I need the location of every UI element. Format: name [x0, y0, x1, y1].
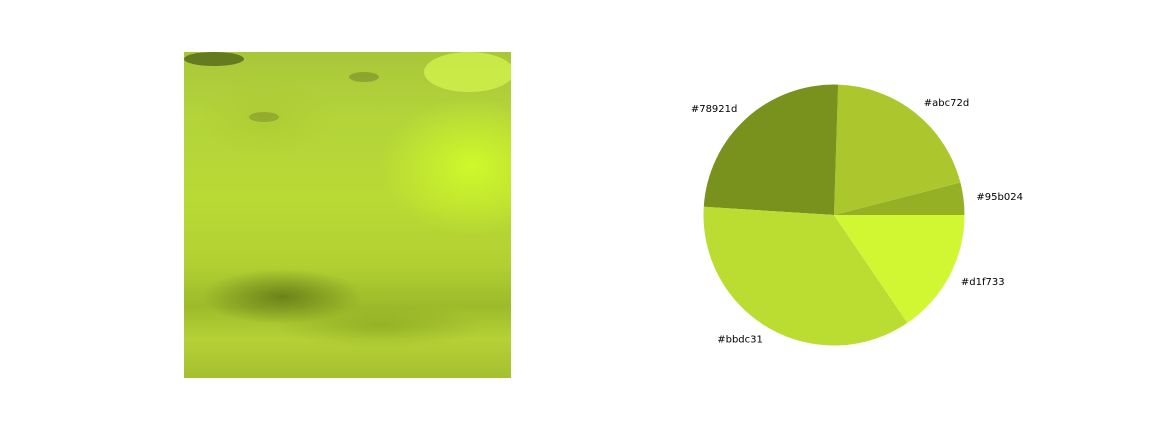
pie-label-0: #95b024: [976, 192, 1023, 203]
pie-slice-1: [834, 84, 961, 215]
image-blot: [184, 52, 244, 66]
pie-slices: [703, 84, 965, 346]
pie-slice-4: [834, 215, 965, 323]
pie-slice-0: [834, 182, 965, 215]
pie-labels: #95b024 #abc72d #78921d #bbdc31 #d1f733: [691, 98, 1023, 346]
pie-slice-2: [703, 84, 839, 215]
image-blot: [249, 112, 279, 122]
pie-label-1: #abc72d: [924, 98, 969, 109]
pie-label-2: #78921d: [691, 104, 738, 115]
pie-slice-3: [703, 206, 908, 346]
image-blot: [349, 72, 379, 82]
pie-label-3: #bbdc31: [717, 335, 763, 346]
color-swatch-image: [184, 52, 511, 378]
pie-label-4: #d1f733: [961, 277, 1005, 288]
image-blot: [424, 52, 511, 92]
